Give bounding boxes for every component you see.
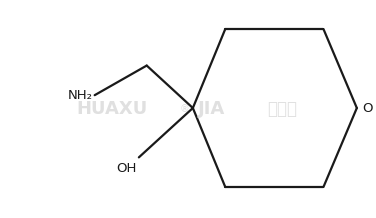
Text: HUAXU: HUAXU bbox=[77, 100, 148, 118]
Text: OH: OH bbox=[117, 162, 137, 175]
Text: JIA: JIA bbox=[198, 100, 226, 118]
Text: ®: ® bbox=[179, 104, 189, 114]
Text: NH₂: NH₂ bbox=[68, 89, 93, 102]
Text: O: O bbox=[362, 102, 373, 114]
Text: 化学加: 化学加 bbox=[267, 100, 297, 118]
